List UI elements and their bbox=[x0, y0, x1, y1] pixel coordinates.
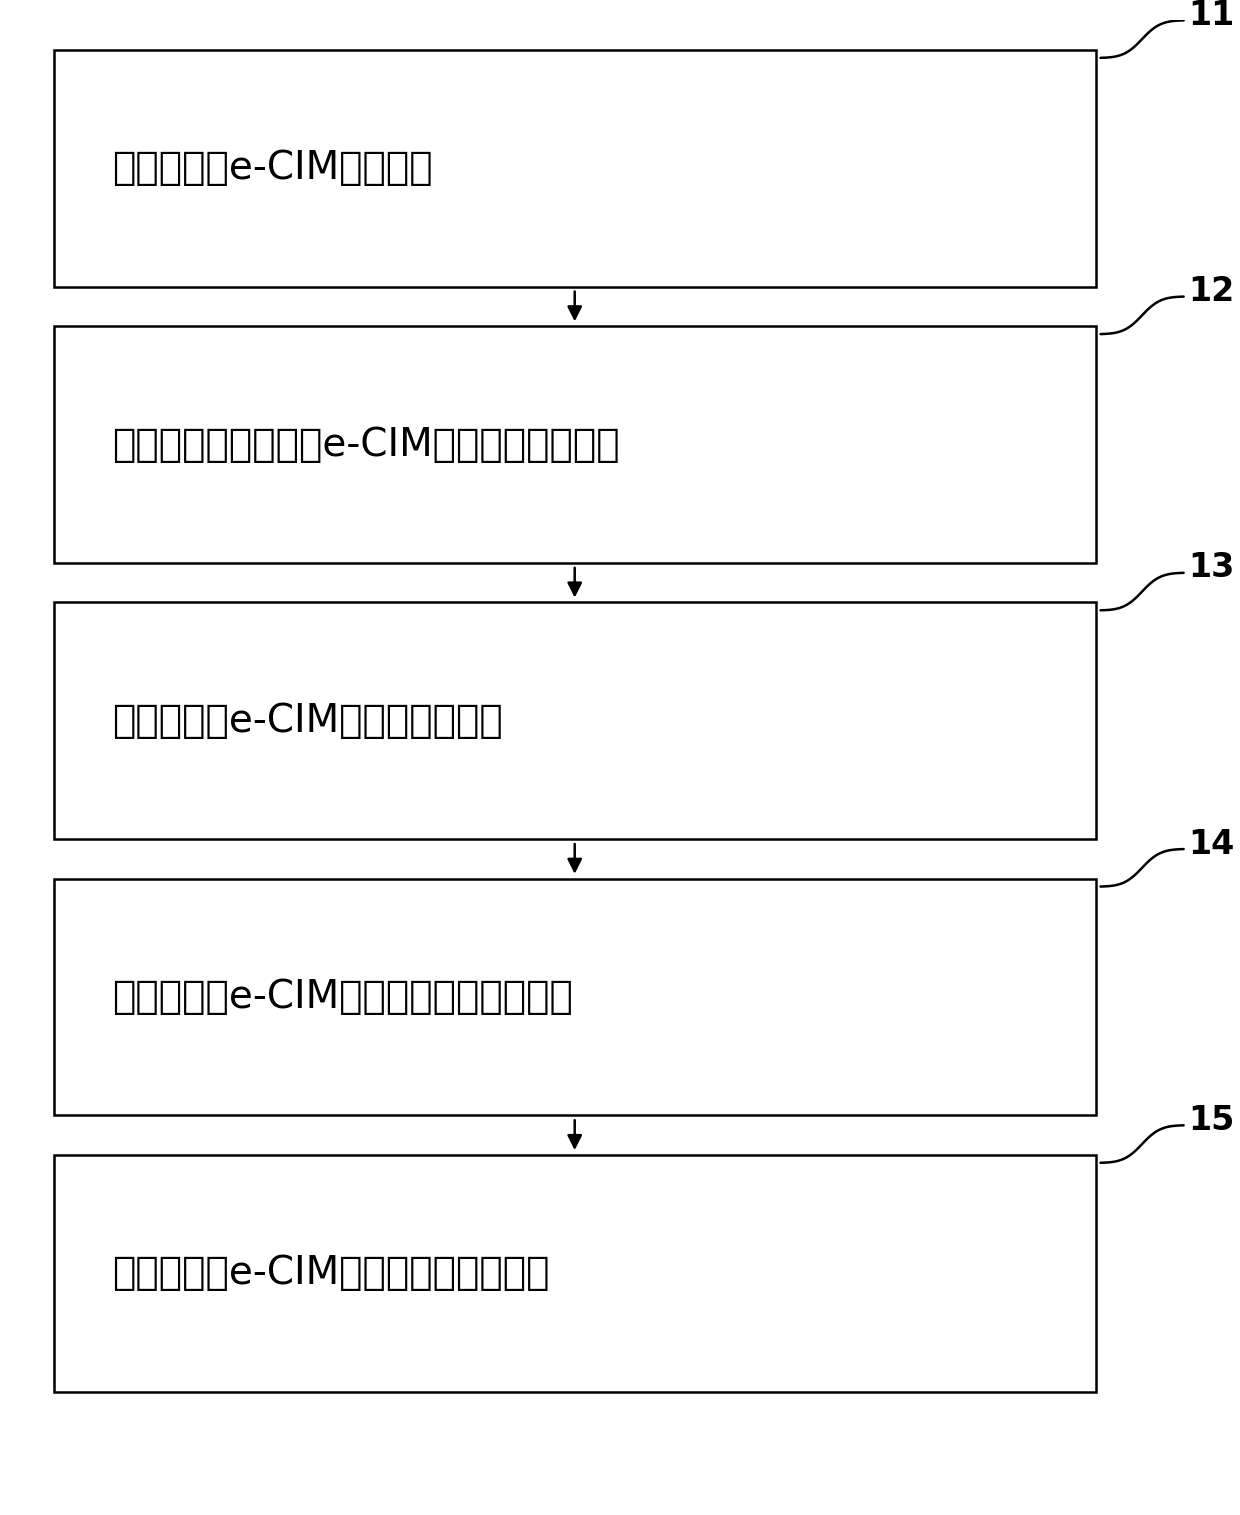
Text: 12: 12 bbox=[1189, 276, 1235, 308]
Text: 11: 11 bbox=[1189, 0, 1235, 32]
Bar bbox=[53, 50, 1096, 286]
Text: 14: 14 bbox=[1189, 827, 1235, 861]
Bar bbox=[53, 603, 1096, 839]
Text: 15: 15 bbox=[1189, 1104, 1235, 1136]
Bar bbox=[53, 879, 1096, 1115]
Bar bbox=[53, 1154, 1096, 1392]
Text: 设计能源网e-CIM拓扑模型的应用接口: 设计能源网e-CIM拓扑模型的应用接口 bbox=[113, 1254, 551, 1292]
Bar bbox=[53, 326, 1096, 564]
Text: 设计能源网e-CIM拓扑模型的类和关联类: 设计能源网e-CIM拓扑模型的类和关联类 bbox=[113, 979, 573, 1017]
Text: 基于元数据对能源网e-CIM拓扑模型进行扩展: 基于元数据对能源网e-CIM拓扑模型进行扩展 bbox=[113, 426, 620, 464]
Text: 13: 13 bbox=[1189, 551, 1235, 585]
Text: 构建能源网e-CIM拓扑模型: 构建能源网e-CIM拓扑模型 bbox=[113, 150, 433, 188]
Text: 设计能源网e-CIM拓扑模型的接口: 设计能源网e-CIM拓扑模型的接口 bbox=[113, 701, 503, 739]
